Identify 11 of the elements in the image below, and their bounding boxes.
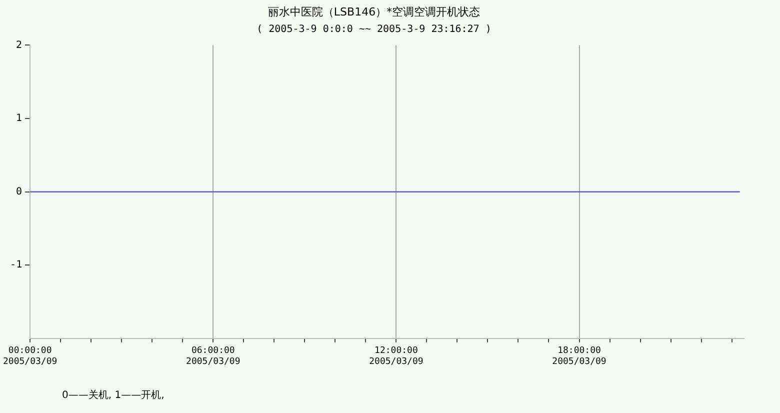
y-tick-label: -1 bbox=[10, 260, 22, 271]
chart-title: 丽水中医院（LSB146）*空调空调开机状态 bbox=[268, 5, 480, 18]
x-tick-label: 18:00:00 2005/03/09 bbox=[552, 346, 606, 367]
y-tick-label: 2 bbox=[16, 40, 22, 51]
x-tick-label: 06:00:00 2005/03/09 bbox=[186, 346, 240, 367]
x-tick-label: 12:00:00 2005/03/09 bbox=[369, 346, 424, 367]
x-tick-label: 00:00:00 2005/03/09 bbox=[3, 346, 58, 367]
y-tick-label: 0 bbox=[16, 186, 22, 198]
y-tick-label: 1 bbox=[16, 113, 22, 124]
text: 0——关机, 1——开机, bbox=[62, 388, 164, 402]
chart-subtitle: ( 2005-3-9 0:0:0 ~~ 2005-3-9 23:16:27 ) bbox=[256, 24, 492, 35]
